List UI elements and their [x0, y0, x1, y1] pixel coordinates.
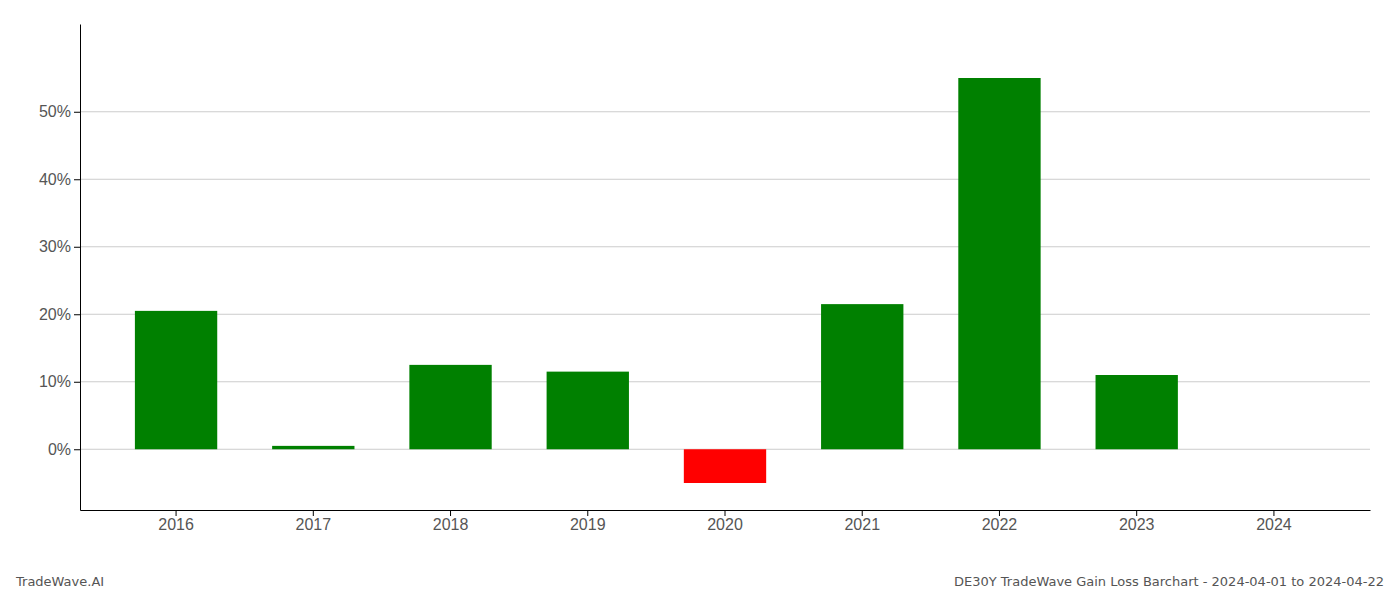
x-tick-label: 2020 [707, 516, 743, 533]
bar [684, 449, 766, 483]
x-tick-label: 2024 [1256, 516, 1292, 533]
y-tick-label: 40% [39, 171, 71, 188]
y-tick-mark [74, 247, 80, 248]
y-axis: 0% 10% 20% 30% 40% 50% [39, 25, 81, 511]
bar [1096, 375, 1178, 449]
x-tick-mark [176, 510, 177, 516]
x-tick-label: 2017 [296, 516, 332, 533]
footer-text: TradeWave.AI [15, 574, 104, 589]
y-tick: 10% [39, 373, 80, 390]
x-tick: 2024 [1256, 510, 1292, 533]
y-tick: 0% [48, 441, 80, 458]
x-tick-label: 2021 [844, 516, 880, 533]
x-tick: 2017 [296, 510, 332, 533]
grid-line [80, 314, 1370, 315]
grid-line [80, 246, 1370, 247]
y-tick-mark [74, 112, 80, 113]
y-tick-label: 10% [39, 373, 71, 390]
x-tick-mark [450, 510, 451, 516]
x-tick-mark [313, 510, 314, 516]
bar [958, 78, 1040, 449]
chart-svg: 0% 10% 20% 30% 40% 50% 2016 2017 2018 2019 2020 202… [0, 0, 1400, 600]
bar [409, 365, 491, 449]
grid [80, 112, 1370, 450]
x-tick: 2023 [1119, 510, 1155, 533]
bar [821, 304, 903, 449]
x-tick-mark [862, 510, 863, 516]
y-tick-label: 30% [39, 238, 71, 255]
x-tick: 2022 [982, 510, 1018, 533]
y-tick-label: 50% [39, 103, 71, 120]
y-axis-line [80, 25, 81, 511]
grid-line [80, 179, 1370, 180]
x-tick: 2021 [844, 510, 880, 533]
bar [547, 372, 629, 450]
x-tick-mark [999, 510, 1000, 516]
x-tick-label: 2018 [433, 516, 469, 533]
bars [135, 78, 1178, 483]
x-tick-mark [725, 510, 726, 516]
y-tick: 50% [39, 103, 80, 120]
x-tick-label: 2022 [982, 516, 1018, 533]
x-tick: 2016 [158, 510, 194, 533]
y-tick-label: 0% [48, 441, 71, 458]
x-tick: 2018 [433, 510, 469, 533]
y-tick-mark [74, 382, 80, 383]
x-tick-label: 2023 [1119, 516, 1155, 533]
y-tick: 20% [39, 306, 80, 323]
chart-title: DE30Y TradeWave Gain Loss Barchart - 202… [954, 574, 1384, 589]
x-tick-mark [587, 510, 588, 516]
x-tick-mark [1273, 510, 1274, 516]
bar [1233, 449, 1315, 450]
y-tick: 30% [39, 238, 80, 255]
bar [135, 311, 217, 449]
y-tick: 40% [39, 171, 80, 188]
x-tick: 2019 [570, 510, 606, 533]
bar [272, 446, 354, 449]
x-tick-mark [1136, 510, 1137, 516]
x-axis: 2016 2017 2018 2019 2020 2021 2022 2023 2024 [81, 510, 1371, 533]
grid-line [80, 111, 1370, 112]
plot: 0% 10% 20% 30% 40% 50% 2016 2017 2018 2019 2020 202… [39, 25, 1371, 534]
y-tick-label: 20% [39, 306, 71, 323]
x-tick: 2020 [707, 510, 743, 533]
chart-container: 0% 10% 20% 30% 40% 50% 2016 2017 2018 2019 2020 202… [0, 0, 1400, 600]
y-tick-mark [74, 179, 80, 180]
x-tick-label: 2019 [570, 516, 606, 533]
y-tick-mark [74, 449, 80, 450]
y-tick-mark [74, 314, 80, 315]
x-tick-label: 2016 [158, 516, 194, 533]
